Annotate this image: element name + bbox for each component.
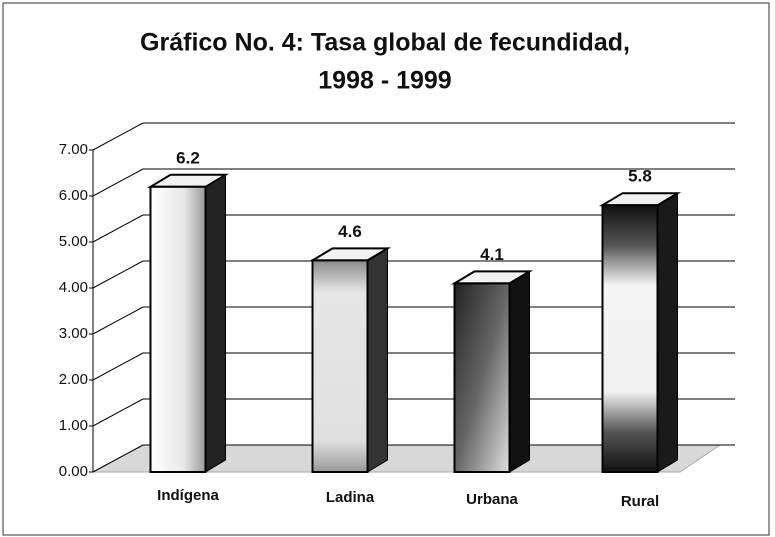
grid-line — [92, 260, 144, 289]
grid-line — [92, 306, 144, 335]
grid-line — [92, 444, 144, 473]
y-tick-label: 7.00 — [59, 141, 88, 158]
y-tick-label: 4.00 — [59, 279, 88, 296]
x-tick-label: Indígena — [157, 487, 219, 504]
bar-side — [657, 192, 678, 473]
value-label: 4.6 — [338, 222, 362, 241]
bar — [311, 259, 369, 473]
x-tick-label: Rural — [621, 493, 659, 510]
chart-title: Gráfico No. 4: Tasa global de fecundidad… — [140, 29, 630, 57]
y-tick-label: 2.00 — [59, 371, 88, 388]
chart-title: 1998 - 1999 — [318, 67, 451, 95]
grid-line — [92, 398, 144, 427]
grid-line — [92, 122, 144, 151]
y-tick-label: 5.00 — [59, 233, 88, 250]
x-tick-label: Urbana — [466, 491, 518, 508]
grid-line — [92, 352, 144, 381]
bar-side — [509, 270, 530, 473]
grid-line — [92, 168, 144, 197]
value-label: 6.2 — [176, 148, 200, 167]
bar — [601, 204, 659, 473]
bar-side — [205, 173, 226, 473]
value-label: 4.1 — [480, 245, 504, 264]
y-tick-label: 6.00 — [59, 187, 88, 204]
bar-side — [367, 247, 388, 473]
bar — [453, 282, 511, 473]
x-tick-label: Ladina — [326, 489, 375, 506]
grid-line — [92, 214, 144, 243]
value-label: 5.8 — [628, 167, 652, 186]
y-tick-label: 1.00 — [59, 417, 88, 434]
y-tick-label: 0.00 — [59, 463, 88, 480]
y-tick-label: 3.00 — [59, 325, 88, 342]
bar — [149, 185, 207, 474]
